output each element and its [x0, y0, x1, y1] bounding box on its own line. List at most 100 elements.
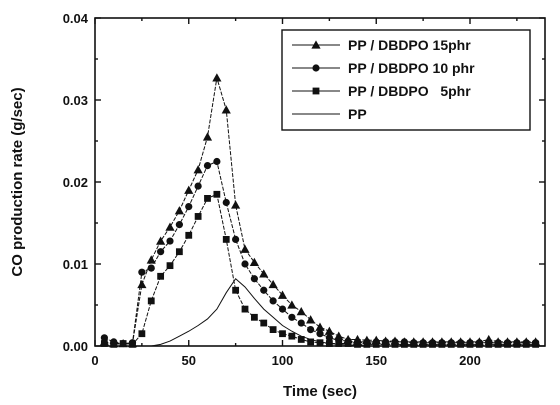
y-tick-label: 0.04	[63, 11, 89, 26]
data-point	[269, 326, 277, 333]
data-point	[147, 264, 155, 272]
data-point	[212, 73, 222, 82]
data-point	[315, 322, 325, 331]
data-point	[174, 206, 184, 215]
data-point	[221, 105, 231, 114]
data-point	[260, 319, 268, 327]
data-point	[485, 340, 493, 348]
data-point	[119, 340, 127, 347]
y-tick-label: 0.01	[63, 257, 88, 272]
data-point	[202, 132, 213, 141]
legend-marker	[312, 87, 320, 95]
data-point	[129, 340, 136, 348]
data-point	[137, 279, 147, 289]
data-point	[157, 248, 165, 256]
y-axis-title: CO production rate (g/sec)	[9, 87, 26, 276]
data-point	[344, 340, 352, 347]
data-point	[297, 319, 305, 327]
x-tick-label: 100	[272, 353, 294, 368]
legend-marker	[311, 40, 321, 49]
data-point	[156, 236, 166, 245]
data-point	[213, 157, 221, 166]
data-point	[166, 237, 174, 245]
data-point	[203, 162, 212, 170]
data-point	[100, 334, 108, 342]
data-point	[277, 290, 288, 299]
data-point	[438, 340, 446, 348]
legend-label: PP / DBDPO 5phr	[348, 83, 471, 99]
data-point	[287, 300, 297, 309]
series-line-3	[151, 278, 377, 347]
data-point	[231, 200, 241, 209]
data-point	[475, 340, 483, 348]
data-point	[175, 221, 183, 229]
series-line-1	[104, 160, 536, 345]
data-point	[288, 332, 296, 340]
data-point	[268, 279, 278, 289]
data-point	[249, 257, 259, 267]
data-point	[165, 222, 175, 231]
x-tick-label: 0	[91, 353, 98, 368]
legend-label: PP / DBDPO 10 phr	[348, 60, 475, 76]
data-point	[185, 231, 193, 239]
data-point	[232, 286, 240, 294]
data-point	[194, 182, 202, 190]
data-point	[297, 336, 305, 343]
x-tick-label: 50	[182, 353, 196, 368]
data-point	[363, 340, 371, 348]
data-point	[147, 297, 155, 305]
data-point	[241, 260, 249, 268]
data-point	[504, 340, 511, 348]
data-point	[296, 306, 306, 316]
data-point	[193, 165, 203, 174]
data-point	[213, 190, 221, 198]
data-point	[324, 326, 334, 335]
data-point	[307, 338, 315, 346]
axis-ticks: 0 50 100 150 200 0.00 0.01 0.02 0.03 0.04	[63, 11, 545, 368]
data-point	[494, 340, 502, 348]
y-tick-label: 0.03	[63, 93, 88, 108]
data-point	[269, 297, 277, 305]
data-point	[250, 275, 258, 283]
data-point	[204, 195, 211, 202]
data-point	[522, 340, 530, 348]
data-point	[325, 334, 333, 342]
legend-label: PP / DBDPO 15phr	[348, 37, 471, 53]
data-point	[166, 262, 174, 270]
data-point	[100, 340, 108, 347]
data-point	[457, 340, 465, 348]
data-point	[307, 326, 315, 334]
data-point	[222, 198, 230, 207]
data-point	[279, 330, 286, 338]
data-point	[306, 315, 316, 324]
data-point	[157, 272, 165, 280]
data-point	[138, 268, 146, 276]
x-tick-label: 200	[459, 353, 481, 368]
series-3	[151, 278, 377, 347]
legend-box	[281, 29, 531, 131]
y-tick-label: 0.02	[63, 175, 88, 190]
data-point	[240, 244, 250, 253]
data-point	[184, 185, 194, 194]
data-point	[278, 305, 287, 313]
data-point	[354, 340, 361, 348]
data-point	[232, 235, 240, 243]
data-point	[185, 203, 193, 211]
data-point	[391, 340, 399, 348]
data-point	[316, 339, 324, 347]
data-point	[175, 248, 183, 256]
data-point	[194, 213, 202, 220]
data-point	[335, 340, 343, 347]
data-point	[250, 313, 258, 321]
data-point	[447, 340, 455, 348]
y-tick-label: 0.00	[63, 339, 88, 354]
data-point	[222, 236, 230, 243]
legend-marker	[312, 64, 320, 72]
data-point	[241, 305, 249, 313]
x-tick-label: 150	[365, 353, 387, 368]
x-axis-title: Time (sec)	[283, 383, 357, 400]
series-1	[100, 157, 540, 348]
data-point	[110, 340, 118, 348]
data-point	[260, 286, 268, 294]
